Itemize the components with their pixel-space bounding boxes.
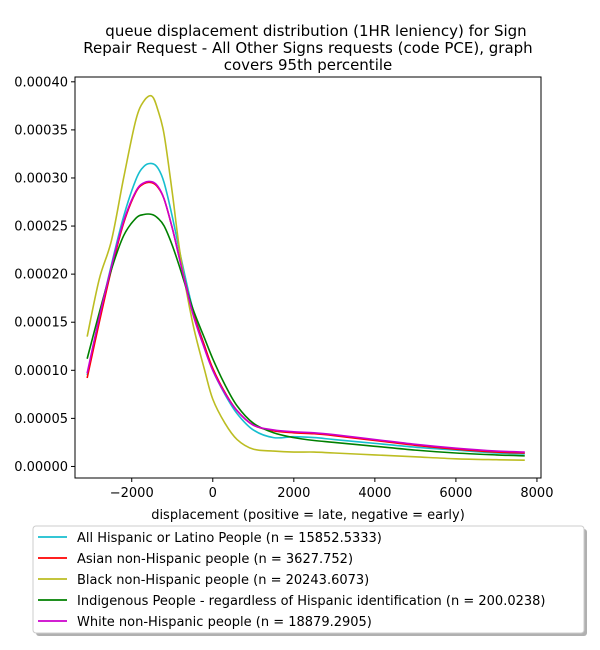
series-layer [86, 94, 525, 462]
y-tick-label-5: 0.00025 [14, 220, 68, 235]
legend-label-0: All Hispanic or Latino People (n = 15852… [77, 531, 382, 546]
x-tick-label-1: 0 [209, 486, 217, 501]
x-axis-label: displacement (positive = late, negative … [151, 508, 465, 523]
legend-label-2: Black non-Hispanic people (n = 20243.607… [77, 573, 369, 588]
legend-label-3: Indigenous People - regardless of Hispan… [77, 594, 546, 609]
plot-frame [74, 76, 542, 479]
x-tick-label-2: 2000 [277, 486, 310, 501]
chart-title-line-3: covers 95th percentile [224, 56, 393, 74]
x-tick-label-4: 6000 [439, 486, 472, 501]
x-tick-label-3: 4000 [358, 486, 391, 501]
series-line-2 [86, 94, 525, 462]
y-tick-label-8: 0.00040 [14, 75, 68, 90]
legend-label-4: White non-Hispanic people (n = 18879.290… [77, 615, 372, 630]
chart-title-line-1: queue displacement distribution (1HR len… [105, 22, 526, 40]
x-tick-label-0: −2000 [110, 486, 154, 501]
y-tick-label-1: 0.00005 [14, 412, 68, 427]
x-axis-ticks: −2000 0 2000 4000 6000 8000 [110, 478, 553, 501]
series-line-1 [86, 181, 525, 454]
y-tick-label-0: 0.00000 [14, 460, 68, 475]
y-tick-label-7: 0.00035 [14, 123, 68, 138]
legend: All Hispanic or Latino People (n = 15852… [32, 525, 587, 636]
series-line-4 [86, 180, 525, 453]
y-axis-ticks: 0.00000 0.00005 0.00010 0.00015 0.00020 0.000… [14, 75, 75, 475]
y-tick-label-4: 0.00020 [14, 268, 68, 283]
legend-items: All Hispanic or Latino People (n = 15852… [38, 531, 546, 630]
legend-box [32, 525, 585, 634]
series-line-3 [86, 213, 525, 457]
y-tick-label-6: 0.00030 [14, 171, 68, 186]
chart-title-line-2: Repair Request - All Other Signs request… [83, 39, 532, 57]
y-tick-label-2: 0.00010 [14, 364, 68, 379]
y-tick-label-3: 0.00015 [14, 316, 68, 331]
legend-label-1: Asian non-Hispanic people (n = 3627.752) [77, 552, 353, 567]
series-line-0 [86, 162, 525, 455]
x-tick-label-5: 8000 [520, 486, 553, 501]
